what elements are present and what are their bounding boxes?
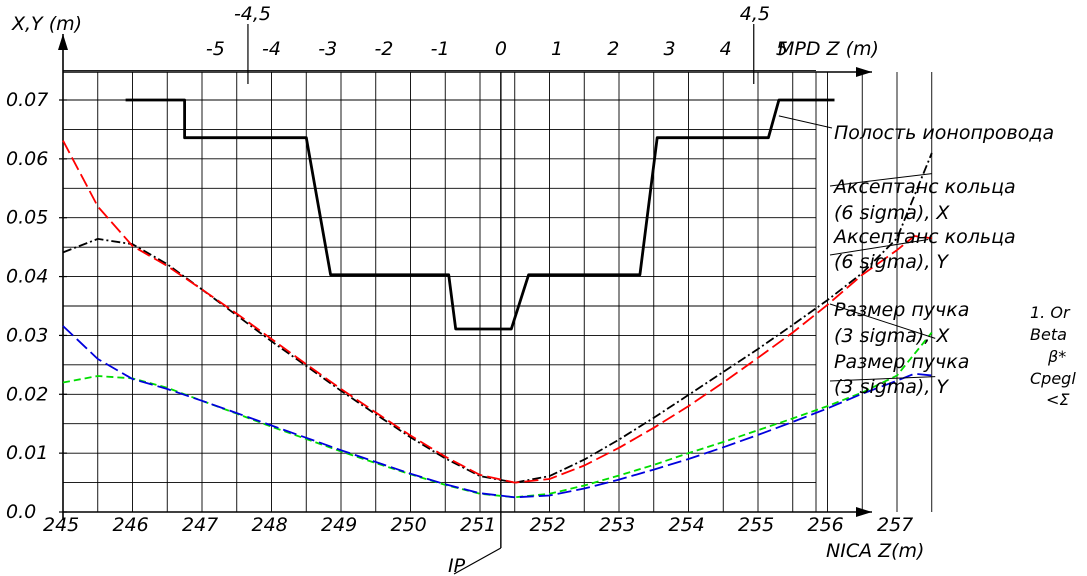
acc-x-label-2: (6 sigma), X [834,202,950,224]
y-axis-arrow [58,34,68,50]
top-extra-tick-label: -4,5 [234,3,271,25]
top-tick-label: -3 [318,38,337,60]
series-line-4 [62,331,933,499]
label-leaders [778,115,936,382]
note-line-5: <Σ [1046,390,1070,409]
x-axis-arrow [856,507,872,517]
label-leader [829,173,932,187]
x-tick-label: 253 [599,514,635,536]
top-axis-arrow [856,67,872,77]
top-tick-label: 3 [663,38,675,60]
series-line-2 [62,152,933,484]
y-tick-label: 0.02 [6,383,48,405]
beam-x-label-1: Размер пучка [834,299,969,321]
cavity-label: Полость ионопровода [834,122,1054,144]
top-axis-label: MPD Z (m) [778,38,879,60]
y-tick-label: 0.04 [6,266,48,288]
top-tick-label: -5 [206,38,225,60]
x-tick-label: 254 [669,514,705,536]
series-line-1 [125,98,835,331]
x-axis-label: NICA Z(m) [826,540,924,562]
x-tick-label: 257 [877,514,913,536]
x-tick-label: 246 [113,514,149,536]
top-tick-label: -1 [431,38,450,60]
series-line-5 [62,325,932,499]
top-tick-label: 4 [720,38,732,60]
x-tick-label: 245 [43,514,79,536]
ip-label: IP [448,555,466,576]
note-line-3: β* [1047,347,1066,366]
top-tick-label: 2 [607,38,619,60]
beam-y-label-2: (3 sigma), Y [834,376,949,398]
series-lines [62,98,933,499]
acc-x-label-1: Аксептанс кольца [832,176,1016,198]
top-tick-label: -4 [262,38,281,60]
series-line-3 [62,140,932,484]
beam-y-label-1: Размер пучка [834,351,969,373]
y-tick-label: 0.03 [6,324,48,346]
acc-y-label-2: (6 sigma), Y [834,251,949,273]
y-tick-label: 0.0 [6,501,36,523]
y-tick-label: 0.07 [6,89,48,111]
ip-leader [453,547,502,575]
y-tick-label: 0.01 [6,442,48,464]
beam-x-label-2: (3 sigma), X [834,325,950,347]
x-tick-label: 252 [530,514,566,536]
x-tick-label: 247 [182,514,218,536]
top-tick-label: 5 [776,38,788,60]
x-tick-label: 251 [460,514,496,536]
top-tick-label: 0 [495,38,507,60]
label-leader [778,115,833,129]
acc-y-label-1: Аксептанс кольца [832,226,1016,248]
label-leader [829,376,936,382]
label-leader [829,303,936,339]
axes [58,34,872,575]
y-axis-label: X,Y (m) [11,13,82,35]
y-tick-label: 0.05 [6,207,48,229]
x-tick-label: 248 [252,514,288,536]
top-tick-label: -2 [374,38,393,60]
x-tick-label: 255 [738,514,774,536]
y-tick-label: 0.06 [6,148,48,170]
note-line-1: 1. Or [1030,303,1071,322]
x-tick-label: 250 [391,514,427,536]
top-extra-tick-label: 4,5 [740,3,770,25]
x-tick-label: 249 [321,514,357,536]
label-leader [829,238,929,256]
note-line-2: Beta [1030,325,1067,344]
top-tick-label: 1 [551,38,563,60]
x-tick-label: 256 [808,514,844,536]
note-line-4: Cpegl [1030,369,1076,388]
